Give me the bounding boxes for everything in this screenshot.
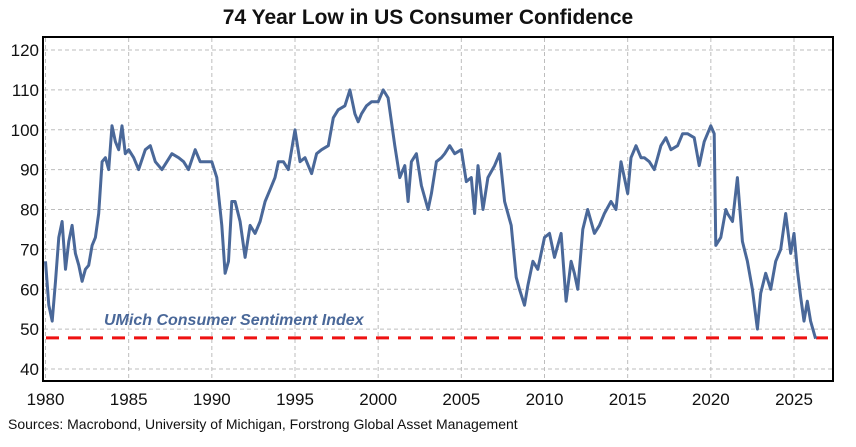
x-tick-label: 2000 <box>359 390 397 409</box>
y-tick-label: 110 <box>12 81 39 100</box>
y-tick-label: 40 <box>20 360 39 379</box>
x-tick-label: 1980 <box>27 390 65 409</box>
y-tick-label: 120 <box>11 41 39 60</box>
series-line <box>44 88 818 340</box>
x-tick-label: 2025 <box>775 390 813 409</box>
x-tick-label: 1990 <box>193 390 231 409</box>
series-annotation: UMich Consumer Sentiment Index <box>104 312 365 329</box>
source-note: Sources: Macrobond, University of Michig… <box>8 416 518 432</box>
y-tick-label: 100 <box>11 121 39 140</box>
x-tick-label: 1995 <box>276 390 314 409</box>
y-tick-label: 90 <box>20 161 39 180</box>
x-tick-label: 2015 <box>609 390 647 409</box>
chart-title: 74 Year Low in US Consumer Confidence <box>222 6 634 29</box>
x-axis: 1980 1985 1990 1995 2000 2005 2010 2015 2020 2025 <box>27 390 813 409</box>
x-tick-label: 2005 <box>442 390 480 409</box>
x-tick-label: 2010 <box>526 390 564 409</box>
gridlines <box>44 38 832 380</box>
x-tick-label: 1985 <box>110 390 148 409</box>
plot-frame <box>42 36 834 382</box>
y-tick-label: 80 <box>20 201 39 220</box>
x-tick-label: 2020 <box>692 390 730 409</box>
y-axis: 40 50 60 70 80 90 100 110 120 <box>11 41 39 379</box>
y-tick-label: 50 <box>20 320 39 339</box>
y-tick-label: 60 <box>20 280 39 299</box>
y-tick-label: 70 <box>20 240 39 259</box>
